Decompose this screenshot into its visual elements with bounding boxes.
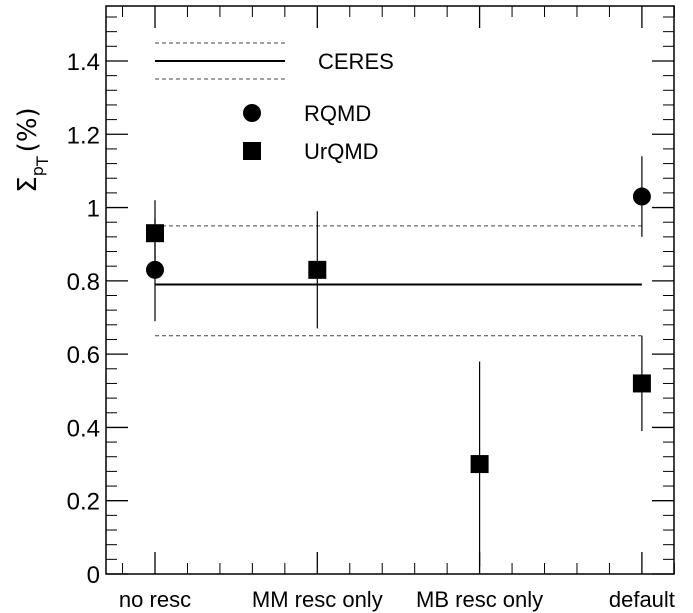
x-tick-label: MM resc only — [252, 587, 383, 612]
urqmd-point — [470, 455, 489, 474]
x-tick-label: no resc — [119, 587, 191, 612]
urqmd-point — [308, 260, 327, 279]
legend-ceres-label: CERES — [318, 49, 394, 74]
y-tick-label: 0.2 — [67, 489, 100, 516]
ticks-layer: 0 0.2 0.4 0.6 0.8 1 1.2 1.4 no resc MM resc only M… — [67, 6, 675, 612]
urqmd-point — [146, 224, 164, 243]
svg-text:ΣpT(%): ΣpT (%) — [13, 107, 52, 192]
x-tick-label: MB resc only — [416, 587, 543, 612]
plot-frame — [105, 5, 675, 575]
y-axis-symbol: Σ — [13, 176, 43, 192]
y-tick-label: 1 — [87, 196, 100, 223]
x-tick-label: default — [609, 587, 675, 612]
legend-rqmd-marker — [243, 104, 261, 122]
y-axis-subsub: T — [33, 156, 52, 167]
points-layer — [146, 156, 651, 567]
y-tick-label: 1.4 — [67, 49, 100, 76]
reference-layer — [155, 225, 642, 337]
legend-series-label: UrQMD — [304, 139, 379, 164]
y-tick-label: 0.8 — [67, 269, 100, 296]
legend: CERES RQMD UrQMD — [155, 42, 394, 164]
y-tick-label: 1.2 — [67, 122, 100, 149]
y-tick-label: 0.6 — [67, 342, 100, 369]
y-tick-label: 0.4 — [67, 415, 100, 442]
rqmd-point — [146, 260, 164, 279]
urqmd-point — [632, 374, 651, 393]
y-axis-unit: (%) — [13, 107, 43, 152]
legend-series-label: RQMD — [304, 101, 371, 126]
y-axis-sub: p — [28, 166, 47, 176]
rqmd-point — [632, 187, 651, 206]
y-tick-label: 0 — [87, 562, 100, 589]
legend-urqmd-marker — [243, 142, 261, 160]
y-axis-label: ΣpT (%) — [13, 107, 52, 192]
